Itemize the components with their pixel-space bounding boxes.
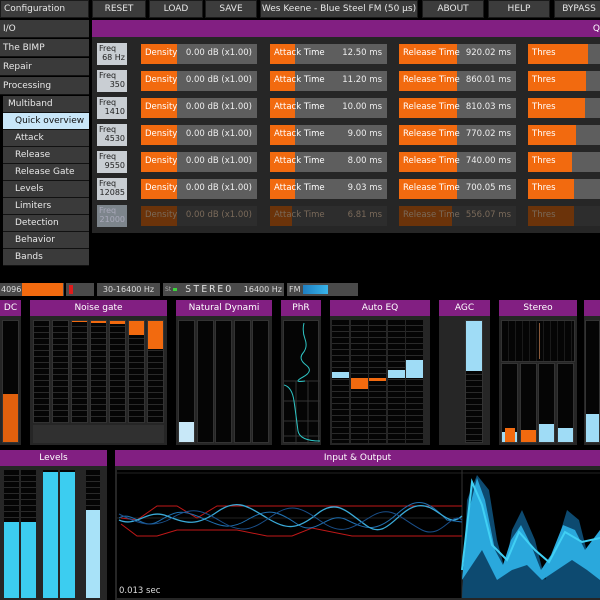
release-time-slider[interactable]: Release Time 810.03 ms: [399, 98, 516, 118]
density-slider[interactable]: Density 0.00 dB (x1.00): [141, 71, 257, 91]
sidebar-item-levels[interactable]: Levels: [3, 181, 89, 198]
band-freq-button[interactable]: Freq 68 Hz: [97, 43, 127, 65]
attack-time-slider[interactable]: Attack Time 9.03 ms: [270, 179, 387, 199]
release-time-slider[interactable]: Release Time 770.02 ms: [399, 125, 516, 145]
sidebar-item-release[interactable]: Release: [3, 147, 89, 164]
phase-rotator-panel: PhR: [281, 300, 321, 445]
density-slider[interactable]: Density 0.00 dB (x1.00): [141, 152, 257, 172]
save-button[interactable]: SAVE: [205, 0, 257, 18]
time-scale-label: 0.013 sec: [119, 586, 161, 596]
sidebar-repair[interactable]: Repair: [0, 58, 89, 76]
panel-title: Q: [592, 23, 600, 34]
threshold-slider[interactable]: Thres: [528, 179, 600, 199]
threshold-slider[interactable]: Thres: [528, 125, 600, 145]
quick-overview-header: Q: [92, 20, 600, 37]
threshold-slider[interactable]: Thres: [528, 71, 600, 91]
sidebar-item-bands[interactable]: Bands: [3, 249, 89, 266]
density-slider[interactable]: Density 0.00 dB (x1.00): [141, 206, 257, 226]
sidebar-processing[interactable]: Processing: [0, 77, 89, 95]
band-freq-button[interactable]: Freq 12085: [97, 178, 127, 200]
threshold-slider[interactable]: Thres: [528, 206, 600, 226]
bypass-button[interactable]: BYPASS: [554, 0, 600, 18]
sidebar-multiband[interactable]: Multiband: [3, 96, 89, 113]
band-freq-button[interactable]: Freq 350: [97, 70, 127, 92]
attack-time-slider[interactable]: Attack Time 10.00 ms: [270, 98, 387, 118]
sidebar-item-release-gate[interactable]: Release Gate: [3, 164, 89, 181]
attack-time-slider[interactable]: Attack Time 9.00 ms: [270, 125, 387, 145]
band-freq-button[interactable]: Freq 4530: [97, 124, 127, 146]
stereo-led-icon: [173, 288, 178, 291]
sidebar-configuration[interactable]: Configuration: [0, 0, 89, 18]
sidebar-item-attack[interactable]: Attack: [3, 130, 89, 147]
sidebar-item-behavior[interactable]: Behavior: [3, 232, 89, 249]
release-time-slider[interactable]: Release Time 556.07 ms: [399, 206, 516, 226]
sidebar-item-quick-overview[interactable]: Quick overview: [3, 113, 89, 130]
cpu-meter: [22, 283, 63, 296]
fm-meter: FM: [287, 283, 358, 296]
sidebar-item-detection[interactable]: Detection: [3, 215, 89, 232]
frequency-range: 30-16400 Hz: [97, 283, 160, 296]
extra-panel: [584, 300, 600, 445]
about-button[interactable]: ABOUT: [422, 0, 484, 18]
preset-name-button[interactable]: Wes Keene - Blue Steel FM (50 µs): [260, 0, 418, 18]
density-slider[interactable]: Density 0.00 dB (x1.00): [141, 98, 257, 118]
input-output-panel: Input & Output 0.013 sec: [115, 450, 600, 600]
threshold-slider[interactable]: Thres: [528, 44, 600, 64]
natural-dynamics-panel: Natural Dynami: [176, 300, 272, 445]
load-button[interactable]: LOAD: [149, 0, 203, 18]
oscilloscope: 0.013 sec: [117, 470, 600, 598]
sidebar-bimp[interactable]: The BIMP: [0, 39, 89, 57]
density-slider[interactable]: Density 0.00 dB (x1.00): [141, 125, 257, 145]
release-time-slider[interactable]: Release Time 860.01 ms: [399, 71, 516, 91]
density-slider[interactable]: Density 0.00 dB (x1.00): [141, 44, 257, 64]
threshold-slider[interactable]: Thres: [528, 98, 600, 118]
clip-meter: [66, 283, 94, 296]
stereo-indicator: St STEREO 16400 Hz: [163, 283, 284, 296]
auto-eq-panel: Auto EQ: [330, 300, 430, 445]
threshold-slider[interactable]: Thres: [528, 152, 600, 172]
band-freq-button[interactable]: Freq 1410: [97, 97, 127, 119]
reset-button[interactable]: RESET: [92, 0, 146, 18]
release-time-slider[interactable]: Release Time 920.02 ms: [399, 44, 516, 64]
sidebar-io[interactable]: I/O: [0, 20, 89, 38]
attack-time-slider[interactable]: Attack Time 8.00 ms: [270, 152, 387, 172]
band-freq-button[interactable]: Freq 21000: [97, 205, 127, 227]
band-freq-button[interactable]: Freq 9550: [97, 151, 127, 173]
density-slider[interactable]: Density 0.00 dB (x1.00): [141, 179, 257, 199]
attack-time-slider[interactable]: Attack Time 12.50 ms: [270, 44, 387, 64]
agc-panel: AGC: [439, 300, 490, 445]
dc-panel: DC: [0, 300, 21, 445]
stereo-panel: Stereo: [499, 300, 577, 445]
levels-panel: Levels: [0, 450, 107, 600]
attack-time-slider[interactable]: Attack Time 6.81 ms: [270, 206, 387, 226]
noise-gate-panel: Noise gate: [30, 300, 167, 445]
release-time-slider[interactable]: Release Time 700.05 ms: [399, 179, 516, 199]
help-button[interactable]: HELP: [488, 0, 550, 18]
attack-time-slider[interactable]: Attack Time 11.20 ms: [270, 71, 387, 91]
sidebar-item-limiters[interactable]: Limiters: [3, 198, 89, 215]
release-time-slider[interactable]: Release Time 740.00 ms: [399, 152, 516, 172]
